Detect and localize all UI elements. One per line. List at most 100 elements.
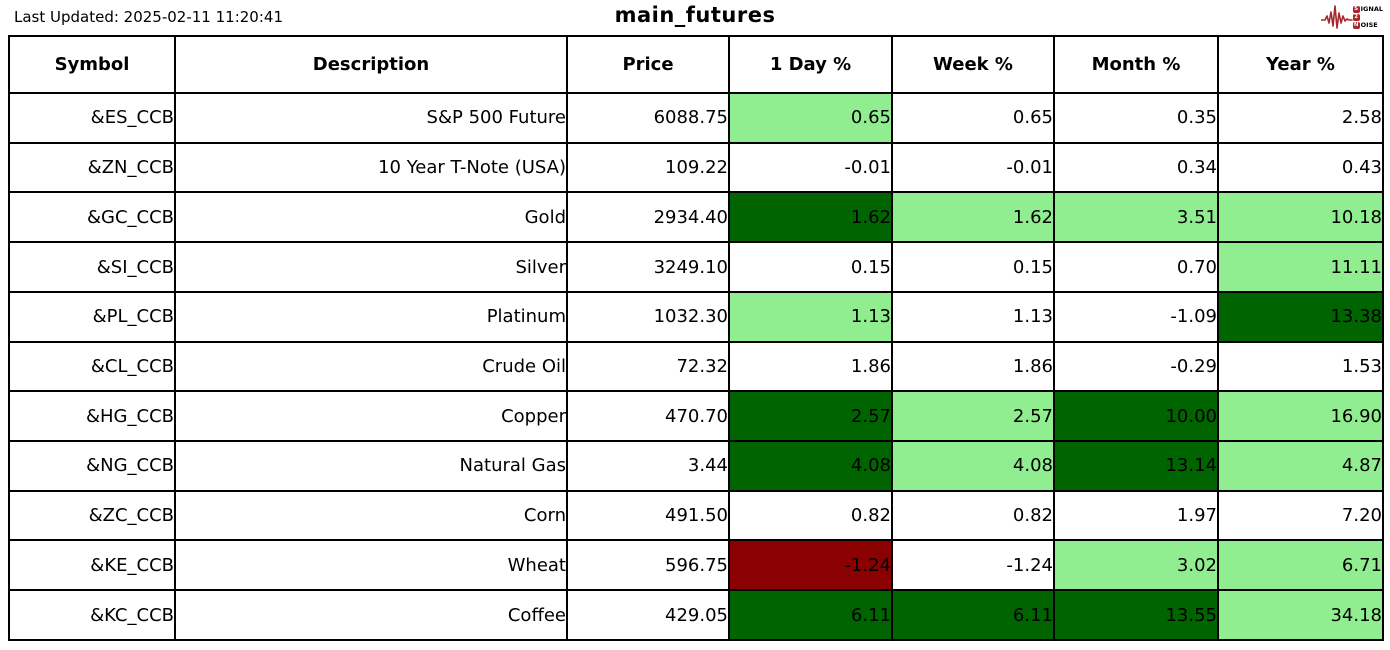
table-row: &HG_CCB Copper 470.70 2.57 2.57 10.00 16.90 (8, 390, 1384, 443)
description-cell: Crude Oil (174, 340, 568, 393)
table-row: &NG_CCB Natural Gas 3.44 4.08 4.08 13.14 4.87 (8, 440, 1384, 492)
month-change-cell: 3.02 (1053, 539, 1219, 592)
week-change-cell: 0.82 (891, 489, 1055, 542)
year-change-cell: 2.58 (1217, 92, 1384, 144)
symbol-cell: &GC_CCB (8, 191, 176, 244)
logo-line-noise: N OISE (1352, 20, 1383, 29)
symbol-cell: &KC_CCB (8, 589, 176, 641)
month-change-cell: 13.55 (1053, 589, 1219, 641)
day-change-cell: 0.15 (728, 241, 893, 293)
description-cell: Silver (174, 241, 568, 293)
description-cell: 10 Year T-Note (USA) (174, 141, 568, 194)
description-cell: Gold (174, 191, 568, 244)
description-cell: Wheat (174, 539, 568, 592)
symbol-cell: &ZC_CCB (8, 489, 176, 542)
day-change-cell: 6.11 (728, 589, 893, 641)
table-row: &KE_CCB Wheat 596.75 -1.24 -1.24 3.02 6.71 (8, 539, 1384, 592)
price-cell: 6088.75 (566, 92, 730, 144)
year-change-cell: 4.87 (1217, 440, 1384, 492)
year-change-cell: 6.71 (1217, 539, 1384, 592)
price-cell: 72.32 (566, 340, 730, 393)
week-change-cell: 2.57 (891, 390, 1055, 443)
col-header-month: Month % (1053, 35, 1219, 94)
table-row: &CL_CCB Crude Oil 72.32 1.86 1.86 -0.29 1.53 (8, 340, 1384, 393)
col-header-symbol: Symbol (8, 35, 176, 94)
day-change-cell: 0.82 (728, 489, 893, 542)
month-change-cell: 0.34 (1053, 141, 1219, 194)
symbol-cell: &PL_CCB (8, 290, 176, 343)
table-row: &ZN_CCB 10 Year T-Note (USA) 109.22 -0.01 -0… (8, 141, 1384, 194)
month-change-cell: 1.97 (1053, 489, 1219, 542)
logo-text-oise: OISE (1360, 20, 1378, 29)
table-row: &ES_CCB S&P 500 Future 6088.75 0.65 0.65 0.35… (8, 92, 1384, 144)
week-change-cell: -1.24 (891, 539, 1055, 592)
year-change-cell: 0.43 (1217, 141, 1384, 194)
logo-badge-n: N (1352, 21, 1360, 29)
price-cell: 470.70 (566, 390, 730, 443)
week-change-cell: -0.01 (891, 141, 1055, 194)
table-row: &SI_CCB Silver 3249.10 0.15 0.15 0.70 11.11 (8, 241, 1384, 293)
table-row: &KC_CCB Coffee 429.05 6.11 6.11 13.55 34.18 (8, 589, 1384, 641)
logo-badge-s: S (1352, 5, 1360, 13)
symbol-cell: &SI_CCB (8, 241, 176, 293)
symbol-cell: &KE_CCB (8, 539, 176, 592)
col-header-description: Description (174, 35, 568, 94)
day-change-cell: 2.57 (728, 390, 893, 443)
week-change-cell: 0.15 (891, 241, 1055, 293)
ecg-waveform-icon (1320, 3, 1353, 31)
week-change-cell: 0.65 (891, 92, 1055, 144)
year-change-cell: 34.18 (1217, 589, 1384, 641)
price-cell: 2934.40 (566, 191, 730, 244)
month-change-cell: 0.70 (1053, 241, 1219, 293)
year-change-cell: 11.11 (1217, 241, 1384, 293)
day-change-cell: 0.65 (728, 92, 893, 144)
col-header-price: Price (566, 35, 730, 94)
year-change-cell: 1.53 (1217, 340, 1384, 393)
signal2noise-logo: S IGNAL 2 N OISE (1320, 2, 1383, 32)
week-change-cell: 1.62 (891, 191, 1055, 244)
day-change-cell: -0.01 (728, 141, 893, 194)
col-header-year: Year % (1217, 35, 1384, 94)
col-header-1day: 1 Day % (728, 35, 893, 94)
week-change-cell: 1.86 (891, 340, 1055, 393)
page-title: main_futures (614, 3, 776, 27)
logo-badge-2: 2 (1352, 13, 1360, 21)
price-cell: 3.44 (566, 440, 730, 492)
symbol-cell: &HG_CCB (8, 390, 176, 443)
week-change-cell: 4.08 (891, 440, 1055, 492)
last-updated-timestamp: Last Updated: 2025-02-11 11:20:41 (14, 8, 283, 26)
col-header-week: Week % (891, 35, 1055, 94)
price-cell: 491.50 (566, 489, 730, 542)
symbol-cell: &CL_CCB (8, 340, 176, 393)
week-change-cell: 6.11 (891, 589, 1055, 641)
year-change-cell: 7.20 (1217, 489, 1384, 542)
month-change-cell: 13.14 (1053, 440, 1219, 492)
year-change-cell: 13.38 (1217, 290, 1384, 343)
symbol-cell: &ZN_CCB (8, 141, 176, 194)
description-cell: Natural Gas (174, 440, 568, 492)
description-cell: S&P 500 Future (174, 92, 568, 144)
day-change-cell: -1.24 (728, 539, 893, 592)
table-row: &ZC_CCB Corn 491.50 0.82 0.82 1.97 7.20 (8, 489, 1384, 542)
symbol-cell: &ES_CCB (8, 92, 176, 144)
header-row: Symbol Description Price 1 Day % Week % … (8, 35, 1384, 94)
table-row: &GC_CCB Gold 2934.40 1.62 1.62 3.51 10.18 (8, 191, 1384, 244)
month-change-cell: 3.51 (1053, 191, 1219, 244)
futures-table-body: &ES_CCB S&P 500 Future 6088.75 0.65 0.65 0.35… (8, 92, 1384, 641)
month-change-cell: 10.00 (1053, 390, 1219, 443)
price-cell: 429.05 (566, 589, 730, 641)
month-change-cell: -0.29 (1053, 340, 1219, 393)
day-change-cell: 1.13 (728, 290, 893, 343)
logo-line-2: 2 (1352, 13, 1383, 21)
price-cell: 1032.30 (566, 290, 730, 343)
futures-table: Symbol Description Price 1 Day % Week % … (8, 35, 1384, 641)
year-change-cell: 16.90 (1217, 390, 1384, 443)
price-cell: 596.75 (566, 539, 730, 592)
table-row: &PL_CCB Platinum 1032.30 1.13 1.13 -1.09 13.38 (8, 290, 1384, 343)
day-change-cell: 1.62 (728, 191, 893, 244)
description-cell: Corn (174, 489, 568, 542)
month-change-cell: -1.09 (1053, 290, 1219, 343)
logo-line-signal: S IGNAL (1352, 5, 1383, 13)
futures-table-header: Symbol Description Price 1 Day % Week % … (8, 35, 1384, 94)
price-cell: 3249.10 (566, 241, 730, 293)
